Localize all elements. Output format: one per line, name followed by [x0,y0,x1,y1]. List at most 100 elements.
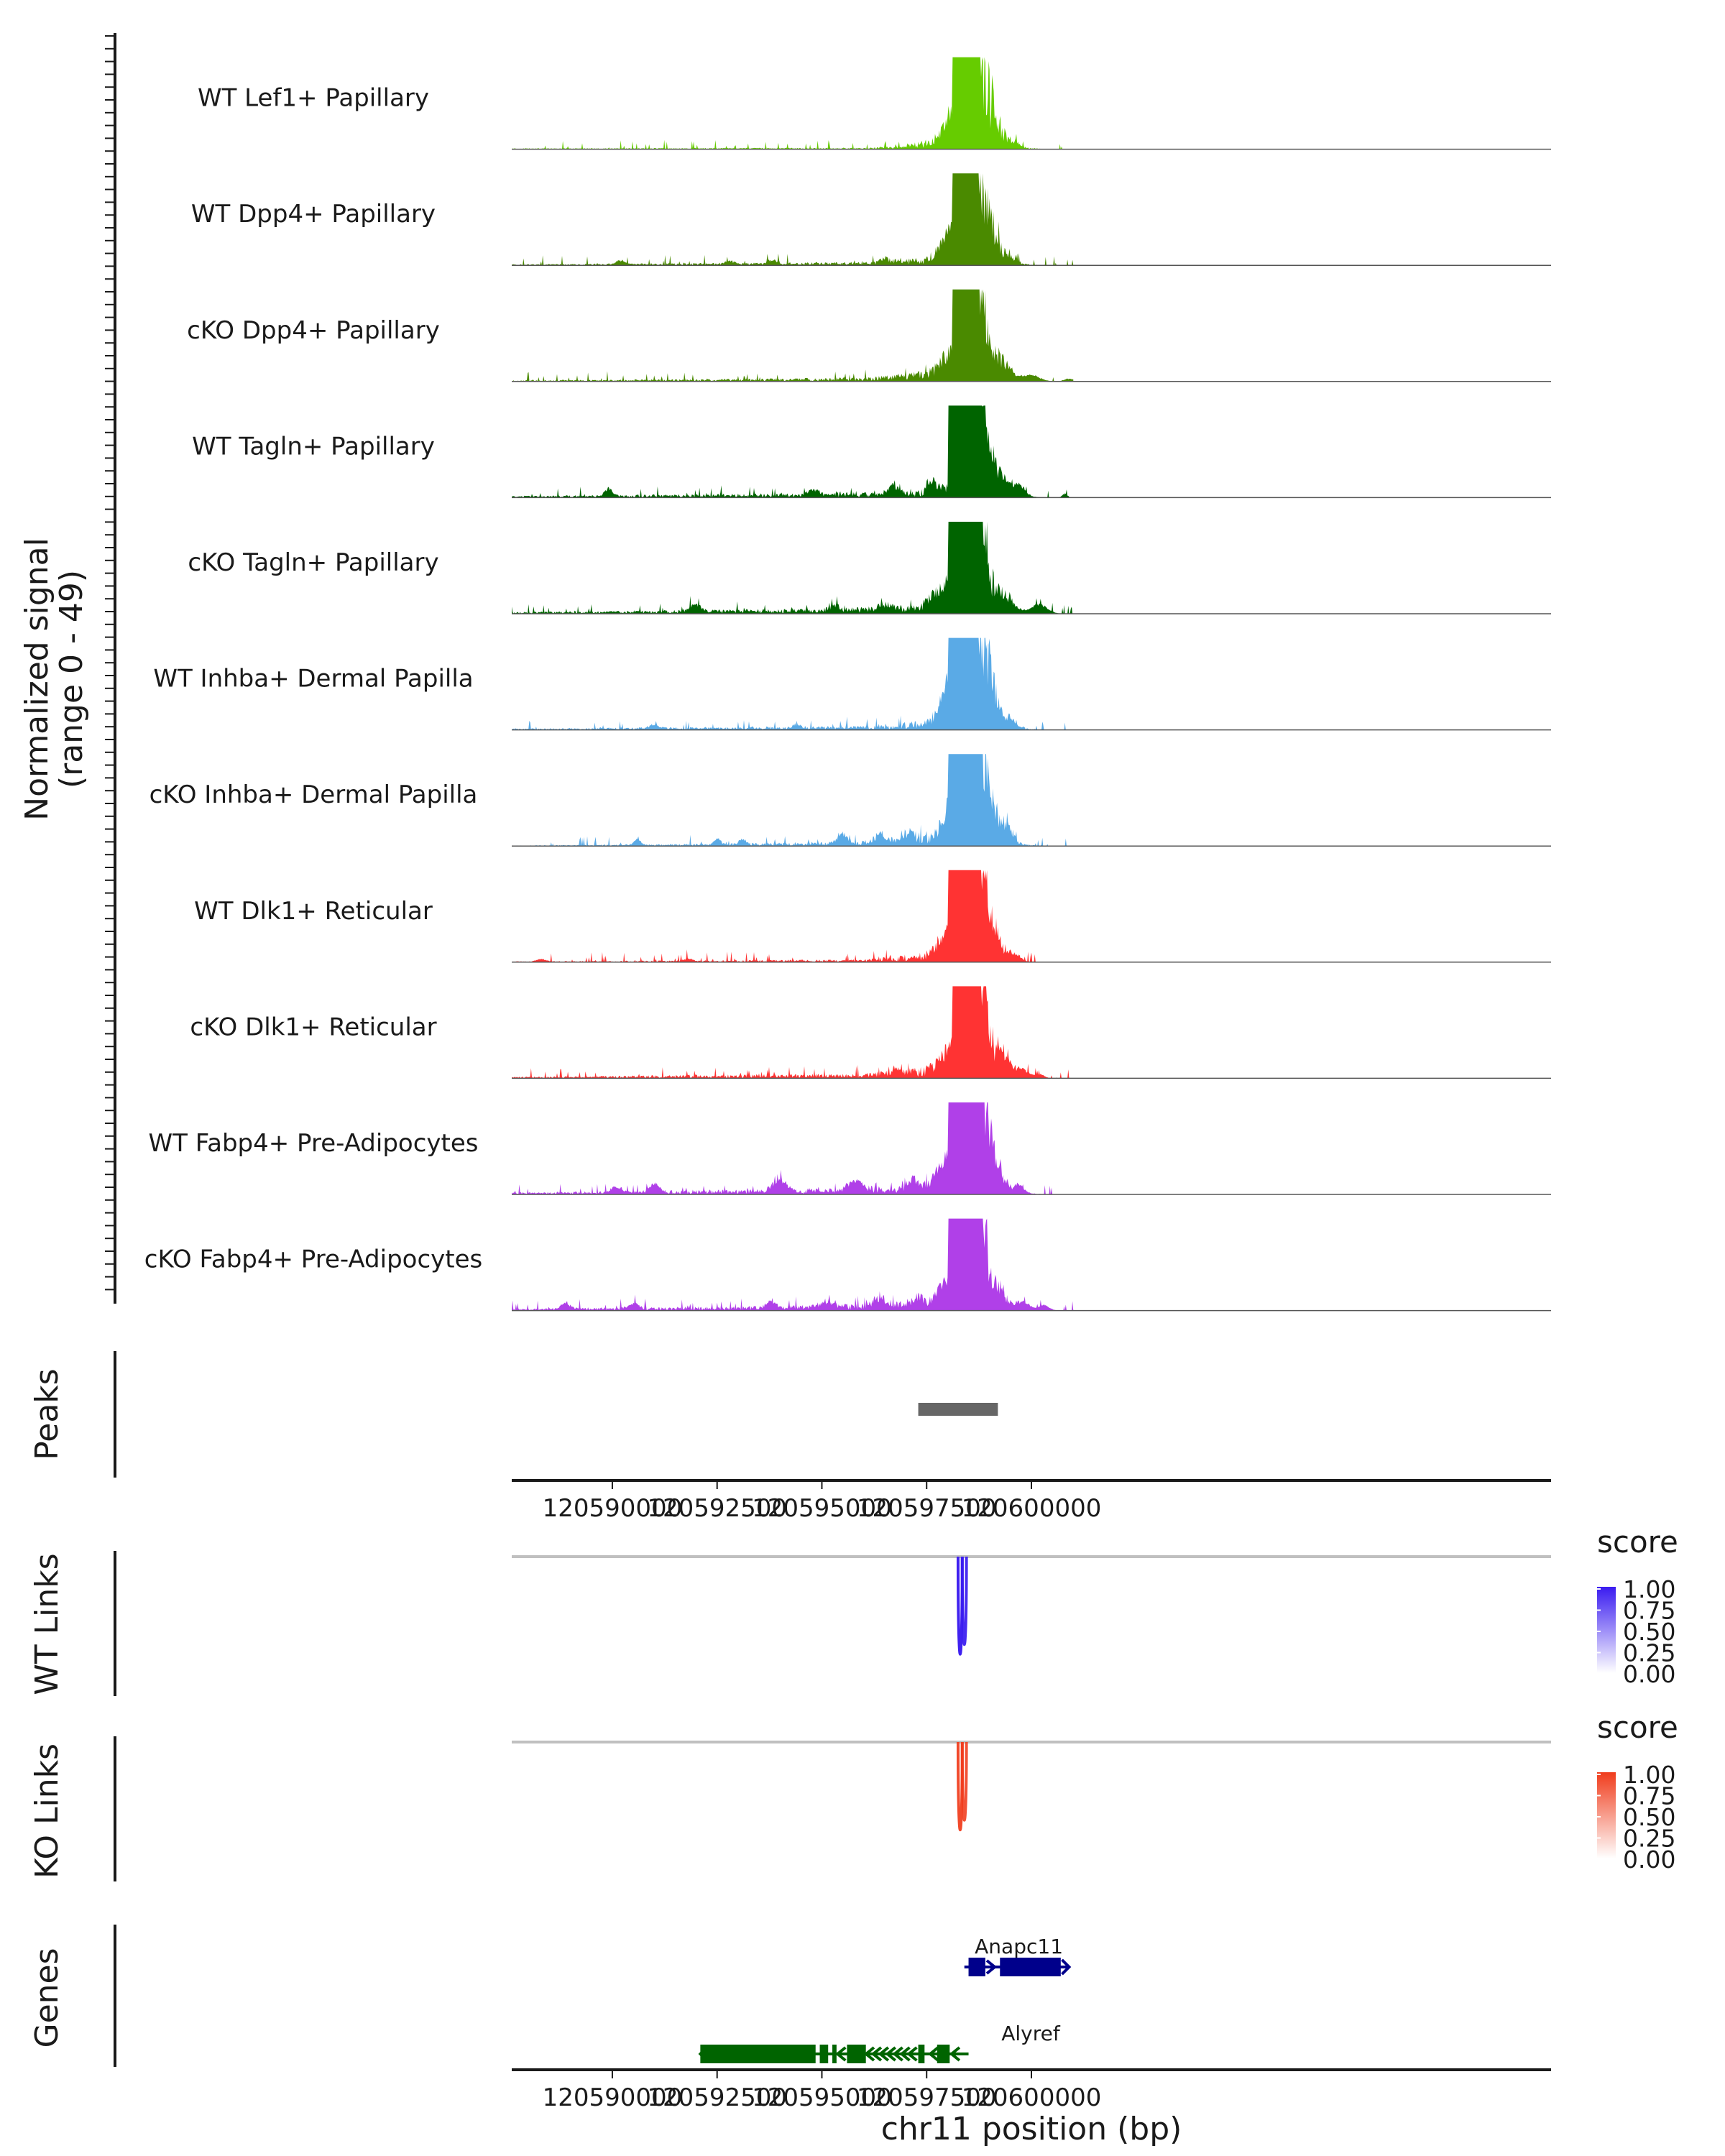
gene-exon [847,2045,866,2063]
track-label: cKO Dlk1+ Reticular [190,1013,436,1041]
gene-exon [937,2045,950,2063]
gene-exon [968,1958,985,1976]
legend-tick-label: 1.00 [1623,1575,1675,1603]
coverage-area [512,986,1074,1079]
x-tick-label: 120597500 [857,1494,997,1523]
coverage-track-cko-dlk1-reticular: cKO Dlk1+ Reticular [190,986,1551,1079]
strand-arrow [863,2046,875,2062]
strand-arrow [949,2046,961,2062]
peaks-x-axis-ticks: 1205900001205925001205950001205975001206… [543,1480,1102,1523]
link-arc [960,1556,968,1646]
legend-title: score [1597,1710,1678,1745]
x-tick-label: 120595000 [752,2083,892,2112]
legend-tick-label: 0.25 [1623,1825,1675,1853]
track-label: WT Fabp4+ Pre-Adipocytes [149,1129,479,1158]
coverage-track-cko-tagln-papillary: cKO Tagln+ Papillary [188,522,1551,614]
genes-track: Anapc11 Alyref [698,1935,1072,2063]
track-label: cKO Fabp4+ Pre-Adipocytes [144,1245,483,1274]
x-tick-label: 120592500 [647,1494,787,1523]
strand-arrow [835,2046,847,2062]
legend-tick-label: 0.75 [1623,1597,1675,1625]
coverage-tracks: WT Lef1+ Papillary WT Dpp4+ Papillary cKO … [144,57,1551,1312]
strand-arrow [870,2046,883,2062]
genes-x-axis-ticks: 1205900001205925001205950001205975001206… [543,2070,1102,2112]
coverage-ylabel: Normalized signal (range 0 - 49) [19,538,90,821]
link-arc [960,1741,968,1822]
gene-exon [832,2045,837,2063]
gene-name-label: Anapc11 [975,1935,1063,1958]
coverage-area [512,57,1074,149]
track-label: WT Inhba+ Dermal Papilla [153,665,473,694]
links-panel-wt-links: score 1.000.750.500.250.00 [512,1524,1678,1688]
gene-exon [918,2045,925,2063]
coverage-area [512,637,1074,730]
x-tick-label: 120590000 [543,1494,683,1523]
legend-tick-label: 1.00 [1623,1761,1675,1789]
legend-tick-label: 0.50 [1623,1618,1675,1646]
track-label: WT Tagln+ Papillary [192,432,435,461]
x-tick-label: 120592500 [647,2083,787,2112]
coverage-track-wt-tagln-papillary: WT Tagln+ Papillary [192,405,1551,499]
legend-tick-label: 0.00 [1623,1660,1675,1688]
coverage-track-wt-lef1-papillary: WT Lef1+ Papillary [198,57,1551,150]
x-tick-label: 120597500 [857,2083,997,2112]
coverage-track-cko-dpp4-papillary: cKO Dpp4+ Papillary [187,289,1551,382]
coverage-ylabel-line1: Normalized signal [19,538,55,821]
coverage-area [512,289,1074,382]
legend-title: score [1597,1524,1678,1560]
strand-arrow [985,1959,998,1975]
coverage-ylabel-line2: (range 0 - 49) [53,570,90,788]
track-label: cKO Dpp4+ Papillary [187,316,440,345]
strand-arrow [878,2046,890,2062]
strand-arrow [899,2046,911,2062]
gene-alyref: Alyref [698,2022,1061,2063]
coverage-track-wt-dlk1-reticular: WT Dlk1+ Reticular [194,870,1551,963]
coverage-area [512,405,1074,498]
peaks-track-label: Peaks [29,1368,65,1460]
coverage-track-wt-dpp4-papillary: WT Dpp4+ Papillary [191,173,1551,266]
strand-arrow [1061,1958,1072,1976]
legend-colorbar [1597,1587,1616,1673]
coverage-track-wt-inhba-dermal-papilla: WT Inhba+ Dermal Papilla [153,637,1551,731]
track-label: WT Dlk1+ Reticular [194,897,433,926]
coverage-area [512,754,1074,847]
gene-exon [700,2045,816,2063]
track-label: WT Dpp4+ Papillary [191,200,436,229]
links-panel-ko-links: score 1.000.750.500.250.00 [512,1710,1678,1874]
coverage-area [512,1218,1074,1311]
strand-arrow [892,2046,903,2062]
track-label: cKO Inhba+ Dermal Papilla [150,780,478,809]
coverage-area [512,173,1074,266]
legend-tick-label: 0.25 [1623,1639,1675,1667]
legend-tick-label: 0.00 [1623,1846,1675,1874]
x-tick-label: 120595000 [752,1494,892,1523]
strand-arrow [906,2046,918,2062]
coverage-y-axis-ticks [105,35,115,1291]
coverage-track-wt-fabp4-pre-adipocytes: WT Fabp4+ Pre-Adipocytes [149,1102,1551,1195]
x-tick-label: 120600000 [962,1494,1102,1523]
genes-track-label: Genes [29,1948,65,2047]
x-tick-label: 120600000 [962,2083,1102,2112]
legend-colorbar [1597,1772,1616,1858]
x-axis-title: chr11 position (bp) [881,2111,1182,2147]
gene-anapc11: Anapc11 [964,1935,1072,1976]
coverage-area [512,1102,1074,1194]
ko-links-label: KO Links [29,1743,65,1879]
gene-exon [1000,1958,1061,1976]
gene-exon [819,2045,829,2063]
strand-arrow [927,2046,939,2062]
gene-name-label: Alyref [1001,2022,1061,2045]
legend-tick-label: 0.75 [1623,1782,1675,1810]
track-label: cKO Tagln+ Papillary [188,548,438,577]
links-tracks: score1.000.750.500.250.00score1.000.750.… [512,1524,1678,1874]
x-tick-label: 120590000 [543,2083,683,2112]
strand-arrow [885,2046,896,2062]
legend-tick-label: 0.50 [1623,1803,1675,1831]
coverage-area [512,870,1074,962]
track-label: WT Lef1+ Papillary [198,84,429,113]
wt-links-label: WT Links [29,1553,65,1695]
coverage-track-cko-inhba-dermal-papilla: cKO Inhba+ Dermal Papilla [150,754,1551,847]
coverage-area [512,522,1074,614]
coverage-track-cko-fabp4-pre-adipocytes: cKO Fabp4+ Pre-Adipocytes [144,1218,1551,1312]
